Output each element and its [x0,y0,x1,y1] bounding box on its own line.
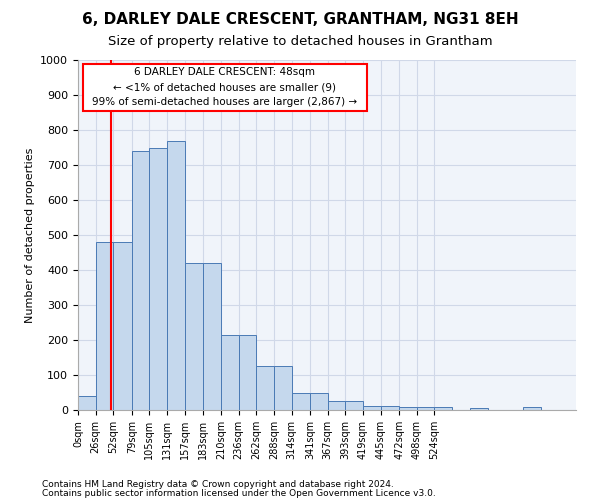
Bar [185,263,203,410]
Bar [417,407,434,410]
Bar [203,263,221,410]
Text: 6 DARLEY DALE CRESCENT: 48sqm: 6 DARLEY DALE CRESCENT: 48sqm [134,67,316,77]
Bar [381,406,399,410]
Bar [221,335,239,410]
Bar [149,148,167,410]
Bar [132,151,149,410]
Bar [167,140,185,410]
Bar [399,407,417,410]
Text: Contains HM Land Registry data © Crown copyright and database right 2024.: Contains HM Land Registry data © Crown c… [42,480,394,489]
Text: ← <1% of detached houses are smaller (9): ← <1% of detached houses are smaller (9) [113,82,337,92]
Bar [239,335,256,410]
FancyBboxPatch shape [83,64,367,111]
Text: 6, DARLEY DALE CRESCENT, GRANTHAM, NG31 8EH: 6, DARLEY DALE CRESCENT, GRANTHAM, NG31 … [82,12,518,28]
Y-axis label: Number of detached properties: Number of detached properties [25,148,35,322]
Bar [274,366,292,410]
Bar [78,396,95,410]
Bar [292,392,310,410]
Bar [363,406,381,410]
Bar [346,401,363,410]
Bar [310,392,328,410]
Bar [113,242,132,410]
Text: Size of property relative to detached houses in Grantham: Size of property relative to detached ho… [107,35,493,48]
Bar [470,408,488,410]
Text: Contains public sector information licensed under the Open Government Licence v3: Contains public sector information licen… [42,488,436,498]
Bar [95,242,113,410]
Bar [328,401,346,410]
Bar [523,406,541,410]
Bar [256,366,274,410]
Text: 99% of semi-detached houses are larger (2,867) →: 99% of semi-detached houses are larger (… [92,97,358,107]
Bar [434,407,452,410]
